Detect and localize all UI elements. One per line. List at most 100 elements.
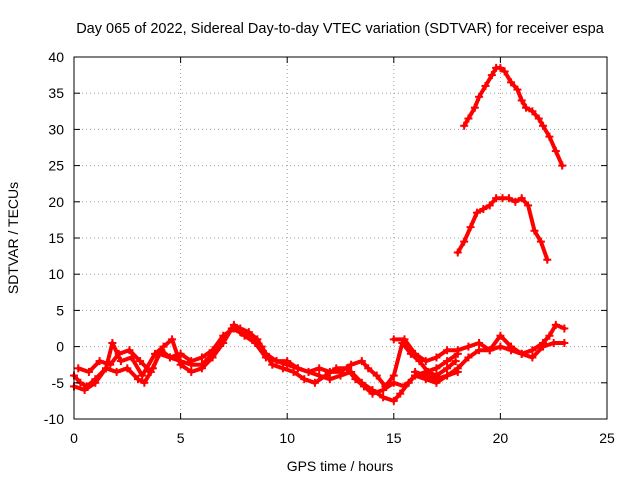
series-trace-e [411, 320, 569, 384]
data-point [283, 357, 292, 366]
data-point [293, 364, 302, 373]
data-point [229, 324, 238, 333]
data-point [112, 367, 121, 376]
data-point [347, 360, 356, 369]
data-point [95, 357, 104, 366]
data-point [432, 353, 441, 362]
data-point [300, 375, 309, 384]
data-point [108, 338, 117, 347]
data-point [208, 353, 217, 362]
data-point [84, 367, 93, 376]
data-point [389, 396, 398, 405]
data-point [116, 357, 125, 366]
data-point [543, 255, 552, 264]
data-point [453, 248, 462, 257]
y-tick-label: 5 [56, 302, 64, 318]
data-point [464, 114, 473, 123]
data-point [475, 92, 484, 101]
data-point [475, 346, 484, 355]
data-point [443, 371, 452, 380]
data-point [560, 324, 569, 333]
data-point [351, 375, 360, 384]
data-point [389, 335, 398, 344]
data-point [496, 63, 505, 72]
data-point [524, 201, 533, 210]
data-point [176, 349, 185, 358]
data-point [534, 114, 543, 123]
data-point [432, 364, 441, 373]
data-point [517, 194, 526, 203]
data-point [496, 331, 505, 340]
series-trace-g [453, 194, 552, 264]
chart-title: Day 065 of 2022, Sidereal Day-to-day VTE… [76, 21, 605, 37]
data-point [325, 375, 334, 384]
x-tick-label: 15 [386, 430, 402, 446]
axis-ticks: 0 5 10 15 20 25 -10 -5 0 5 10 15 20 25 30 35 40 [44, 49, 615, 446]
data-point [464, 342, 473, 351]
data-point [187, 367, 196, 376]
data-point [549, 338, 558, 347]
y-tick-label: 25 [48, 158, 64, 174]
data-point [400, 382, 409, 391]
data-point [310, 378, 319, 387]
data-point [106, 360, 115, 369]
data-point [464, 353, 473, 362]
data-point [146, 367, 155, 376]
data-point [381, 382, 390, 391]
y-tick-label: -10 [44, 411, 64, 427]
x-tick-label: 20 [493, 430, 509, 446]
y-tick-label: 35 [48, 85, 64, 101]
data-point [168, 335, 177, 344]
data-point [114, 349, 123, 358]
data-point [504, 194, 513, 203]
data-point [389, 371, 398, 380]
data-point [460, 121, 469, 130]
data-point [528, 353, 537, 362]
data-point [176, 360, 185, 369]
data-point [197, 364, 206, 373]
data-point [453, 346, 462, 355]
data-point [507, 78, 516, 87]
data-point [513, 85, 522, 94]
data-point [372, 371, 381, 380]
data-point [511, 197, 520, 206]
data-point [528, 107, 537, 116]
data-point [485, 201, 494, 210]
data-point [432, 375, 441, 384]
data-point [460, 237, 469, 246]
data-point [443, 357, 452, 366]
data-point [560, 338, 569, 347]
x-tick-label: 25 [599, 430, 615, 446]
data-point [539, 121, 548, 130]
data-point [101, 364, 110, 373]
data-point [321, 371, 330, 380]
data-point [278, 364, 287, 373]
data-point [272, 357, 281, 366]
x-tick-label: 5 [177, 430, 185, 446]
y-tick-label: 0 [56, 339, 64, 355]
data-point [304, 367, 313, 376]
data-point [364, 364, 373, 373]
data-point [315, 364, 324, 373]
data-point [325, 367, 334, 376]
data-point [475, 338, 484, 347]
data-point [453, 364, 462, 373]
data-point [138, 371, 147, 380]
data-point [421, 357, 430, 366]
x-tick-label: 10 [279, 430, 295, 446]
data-point [530, 226, 539, 235]
data-point [479, 205, 488, 214]
data-point [545, 132, 554, 141]
data-point [421, 371, 430, 380]
data-point [208, 346, 217, 355]
y-axis-label: SDTVAR / TECUs [5, 182, 21, 294]
data-point [507, 346, 516, 355]
data-point [500, 67, 509, 76]
data-point [470, 103, 479, 112]
data-point [123, 364, 132, 373]
data-point [125, 346, 134, 355]
data-point [536, 237, 545, 246]
data-point [545, 331, 554, 340]
